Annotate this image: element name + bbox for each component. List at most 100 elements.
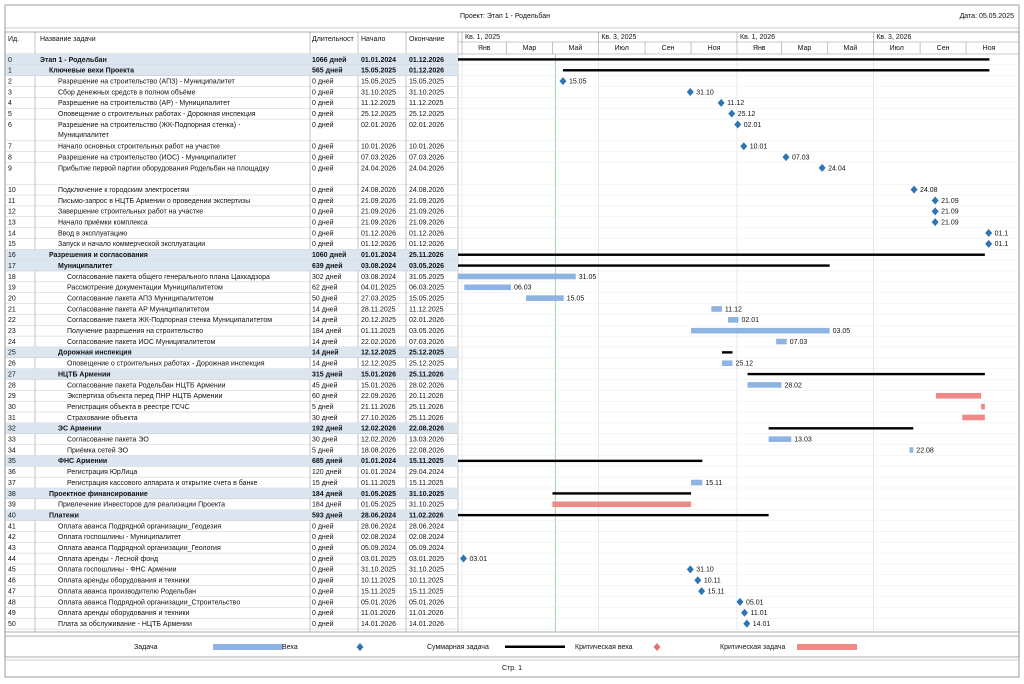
task-id: 30 [8,404,16,411]
task-id: 49 [8,610,16,617]
task-name: Дорожная инспекция [58,350,132,357]
task-duration: 0 дней [312,197,334,205]
task-finish: 05.09.2024 [409,545,444,552]
task-id: 33 [8,437,16,444]
task-duration: 184 дней [312,490,343,498]
task-finish: 01.12.2026 [409,68,444,75]
task-name: Оплата аренды оборудования и техники [58,577,190,585]
task-finish: 10.11.2025 [409,578,444,585]
bar-label: 15.05 [569,78,587,85]
task-finish: 01.12.2026 [409,57,444,64]
bar-label: 15.11 [708,588,725,595]
task-name: Разрешение на строительство (ЖК-Подпорна… [58,122,242,139]
task-id: 50 [8,621,16,628]
summary-row-bg [5,422,459,434]
bar-label: 10.01 [750,144,768,151]
task-bar [458,273,576,280]
task-duration: 0 дней [312,566,334,574]
task-id: 27 [8,371,16,378]
task-name: Запуск и начало коммерческой эксплуатаци… [58,240,205,248]
task-name: Оплата аренды - Лесной фонд [58,555,158,563]
task-id: 11 [8,198,15,205]
milestone [743,619,751,628]
bar-label: 02.01 [744,122,762,129]
task-duration: 0 дней [312,99,334,107]
bar-label: 11.01 [751,610,768,617]
bar-label: 25.12 [735,361,753,368]
task-finish: 10.01.2026 [409,144,444,151]
task-finish: 03.05.2026 [409,263,444,270]
task-name: Прибытие первой партии оборудования Роде… [58,164,270,172]
task-start: 03.08.2024 [361,274,396,281]
task-duration: 62 дней [312,284,338,292]
task-start: 28.11.2025 [361,306,396,313]
task-start: 05.09.2024 [361,545,396,552]
task-duration: 15 дней [312,479,338,487]
task-start: 31.10.2025 [361,89,396,96]
critical-task-bar [552,501,692,508]
task-start: 12.02.2026 [361,426,396,433]
task-finish: 07.03.2026 [409,339,444,346]
task-start: 01.05.2025 [361,491,396,498]
task-duration: 50 дней [312,294,338,302]
task-id: 14 [8,230,16,237]
period-label: Кв. 3, 2025 [601,34,636,41]
task-bar [727,317,739,323]
task-id: 38 [8,491,16,498]
task-finish: 11.12.2025 [409,306,444,313]
month-label: Сен [937,45,950,52]
summary-row-bg [5,260,459,271]
task-duration: 0 дней [312,208,334,216]
task-name: Оплата аванса производителю Родельбан [58,587,196,595]
bar-label: 24.04 [828,165,846,172]
task-start: 01.05.2025 [361,502,396,509]
task-id: 0 [8,57,12,64]
task-name: Разрешение на строительство (АПЗ) - Муни… [58,78,235,85]
task-name: Приёмка сетей ЭО [67,446,129,454]
task-name: Оповещение о строительных работах - Доро… [58,110,256,118]
bar-label: 31.10 [696,89,714,96]
legend-label: Задача [134,644,158,651]
task-name: Регистрация кассового аппарата и открыти… [67,479,258,487]
bar-label: 13.03 [794,437,812,444]
task-start: 01.11.2025 [361,328,396,335]
critical-task-bar [981,403,985,410]
task-finish: 25.12.2025 [409,111,444,118]
task-id: 20 [8,295,16,302]
bar-label: 15.05 [567,295,585,302]
task-duration: 0 дней [312,229,334,237]
task-duration: 685 дней [312,457,343,465]
task-duration: 0 дней [312,77,334,85]
column-header: Длительност [312,36,355,43]
legend-label: Суммарная задача [427,644,489,651]
milestone [734,120,742,129]
task-name: Плата за обслуживание - НЦТБ Армении [58,620,192,628]
task-finish: 21.09.2026 [409,220,444,227]
month-label: Сен [662,45,675,52]
milestone [740,142,748,151]
legend-label: Веха [282,644,298,651]
task-start: 01.12.2026 [361,230,396,237]
task-id: 43 [8,545,16,552]
milestone [686,565,694,574]
task-start: 31.10.2025 [361,567,396,574]
task-finish: 28.06.2024 [409,523,444,530]
task-start: 24.08.2026 [361,187,396,194]
report-date: Дата: 05.05.2025 [960,13,1015,20]
task-id: 46 [8,578,16,585]
task-name: Разрешение на строительство (ИОС) - Муни… [58,154,237,161]
task-duration: 0 дней [312,555,334,563]
task-id: 13 [8,220,16,227]
task-id: 24 [8,339,16,346]
task-start: 15.05.2025 [361,68,396,75]
task-name: Регистрация ЮрЛица [67,469,137,476]
task-start: 04.01.2025 [361,285,396,292]
task-finish: 15.11.2025 [409,480,444,487]
task-bar [721,360,733,367]
legend-critical-task [797,644,857,650]
task-finish: 31.05.2025 [409,274,444,281]
task-finish: 31.10.2025 [409,567,444,574]
task-start: 12.02.2026 [361,437,396,444]
task-duration: 184 дней [312,327,341,335]
task-name: Страхование объекта [67,414,138,422]
